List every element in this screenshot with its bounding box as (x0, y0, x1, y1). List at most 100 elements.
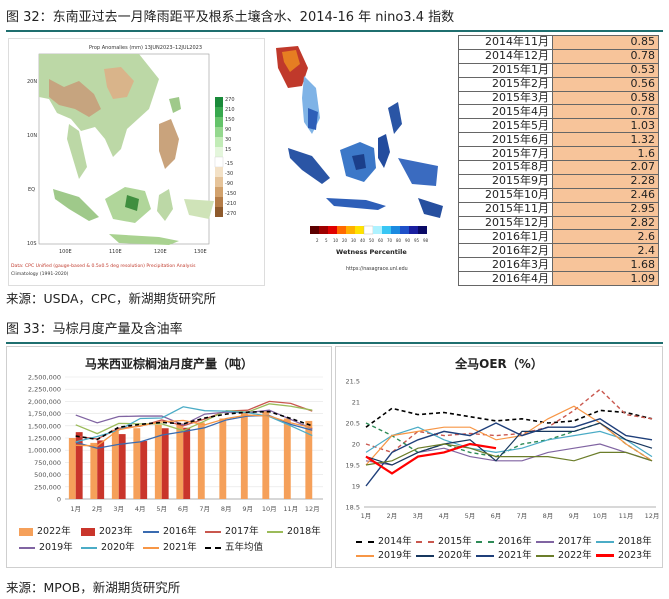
figure-33-title: 图 33：马棕月度产量及含油率 (6, 322, 183, 337)
nino-value-cell: 0.78 (552, 104, 659, 120)
nasagrace-url: https://nasagrace.unl.edu (346, 266, 408, 272)
x-tick-label: 6月 (491, 512, 502, 520)
bar-2022年 (176, 423, 184, 499)
y-tick-label: 19 (352, 483, 360, 491)
wetness-tick: 10 (333, 238, 339, 243)
line-2023年 (365, 442, 497, 475)
y-tick-label: 750,000 (34, 459, 61, 467)
lat-label: 10S (27, 241, 37, 247)
x-tick-label: 8月 (543, 512, 554, 520)
nino-value-cell: 1.32 (552, 132, 659, 148)
x-tick-label: 2月 (387, 512, 398, 520)
legend-label: 2020年 (438, 550, 472, 561)
x-tick-label: 3月 (113, 505, 124, 513)
oer-chart-title: 全马OER（%） (455, 357, 543, 371)
line-2020年 (75, 406, 313, 443)
nino-month-cell: 2015年4月 (458, 104, 553, 120)
soil-moisture-map: 2 5 10 20 30 40 50 60 70 80 90 95 98 Wet… (268, 38, 454, 284)
bar-2022年 (197, 422, 205, 499)
nino-value-cell: 2.07 (552, 160, 659, 175)
legend-label: 2021年 (498, 550, 532, 561)
lon-label: 120E (154, 249, 167, 255)
wetness-tick: 95 (414, 238, 420, 243)
legend-item: 2021年 (143, 539, 197, 553)
nino-row: 2016年2月 2.4 (458, 243, 659, 259)
x-tick-label: 10月 (593, 512, 608, 520)
nino-month-cell: 2016年3月 (458, 257, 553, 273)
legend-item: 2014年 (356, 533, 412, 547)
nino-row: 2014年12月 0.78 (458, 48, 659, 64)
legend-swatch (267, 530, 283, 533)
legend-label: 2020年 (101, 542, 135, 553)
x-tick-label: 9月 (569, 512, 580, 520)
legend-item: 五年均值 (205, 539, 263, 553)
lon-label: 110E (109, 249, 122, 255)
nino-row: 2016年1月 2.6 (458, 229, 659, 245)
legend-swatch (81, 546, 97, 549)
y-tick-label: 21 (352, 399, 360, 407)
x-tick-label: 12月 (305, 505, 320, 513)
figure-33-rule (6, 342, 663, 344)
nino-value-cell: 2.82 (552, 215, 659, 231)
wetness-tick: 80 (396, 238, 402, 243)
y-tick-label: 1,250,000 (28, 435, 61, 443)
line-2022年 (365, 443, 653, 466)
wetness-tick: 98 (423, 238, 429, 243)
x-tick-label: 5月 (156, 505, 167, 513)
nino-row: 2015年1月 0.53 (458, 62, 659, 78)
nino-month-cell: 2015年10月 (458, 187, 553, 203)
line-2020年 (365, 422, 653, 466)
legend-item: 2017年 (205, 523, 259, 537)
nino-value-cell: 0.53 (552, 62, 659, 78)
oer-chart: 全马OER（%） 18.5 19 19.5 20 20.5 21 21.5 1月 2月 3月 4月 5… (335, 346, 663, 568)
nino-month-cell: 2015年7月 (458, 146, 553, 162)
x-tick-label: 7月 (199, 505, 210, 513)
precip-map-climatology: Climatology (1991-2020) (11, 271, 69, 277)
x-tick-label: 4月 (439, 512, 450, 520)
wetness-tick: 20 (342, 238, 348, 243)
x-tick-label: 8月 (221, 505, 232, 513)
y-tick-label: 250,000 (34, 483, 61, 491)
precip-map-footer: Data: CPC Unified (gauge-based & 0.5x0.5… (11, 263, 196, 269)
scale-label: 210 (225, 107, 235, 113)
precip-map-svg: Prop Anomalies (mm) 13JUN2023–12JUL2023 … (9, 39, 264, 285)
figure-32-source: 来源：USDA，CPC，新湖期货研究所 (6, 291, 217, 306)
production-legend: 2022年 2023年 2016年 2017年 2018年 2019年 2020年 2021年… (15, 523, 327, 565)
legend-swatch (19, 546, 35, 549)
legend-swatch (205, 530, 221, 533)
nino-row: 2015年8月 2.07 (458, 160, 659, 175)
nino-month-cell: 2014年11月 (458, 35, 553, 50)
legend-item: 2019年 (19, 539, 73, 553)
y-tick-label: 1,500,000 (28, 422, 61, 430)
x-tick-label: 11月 (619, 512, 634, 520)
legend-item: 2020年 (416, 547, 472, 561)
nino-value-cell: 1.09 (552, 271, 659, 287)
nino-value-cell: 0.78 (552, 48, 659, 64)
x-tick-label: 2月 (92, 505, 103, 513)
figure-32-title: 图 32：东南亚过去一月降雨距平及根系土壤含水、2014-16 年 nino3.… (6, 10, 455, 25)
nino-month-cell: 2015年6月 (458, 132, 553, 148)
figure-33-source: 来源：MPOB，新湖期货研究所 (6, 580, 181, 595)
nino-value-cell: 2.6 (552, 229, 659, 245)
wetness-tick: 30 (351, 238, 357, 243)
scale-label: 30 (225, 137, 231, 143)
legend-swatch (143, 546, 159, 549)
legend-label: 2022年 (37, 526, 71, 537)
legend-label: 2021年 (163, 542, 197, 553)
y-tick-label: 500,000 (34, 471, 61, 479)
nino-value-cell: 2.95 (552, 201, 659, 217)
line-2019年 (75, 409, 313, 430)
nino-row: 2015年3月 0.58 (458, 90, 659, 106)
legend-label: 2023年 (99, 526, 133, 537)
nino-month-cell: 2015年1月 (458, 62, 553, 78)
legend-swatch (536, 540, 554, 543)
y-tick-label: 2,500,000 (28, 374, 61, 382)
nino-row: 2016年4月 1.09 (458, 271, 659, 287)
legend-swatch (19, 527, 33, 536)
nino-month-cell: 2015年12月 (458, 215, 553, 231)
wetness-legend: 2 5 10 20 30 40 50 60 70 80 90 95 98 (310, 225, 429, 243)
legend-item: 2019年 (356, 547, 412, 561)
line-2018年 (365, 426, 653, 458)
nino-row: 2015年2月 0.56 (458, 76, 659, 92)
lon-label: 100E (59, 249, 72, 255)
